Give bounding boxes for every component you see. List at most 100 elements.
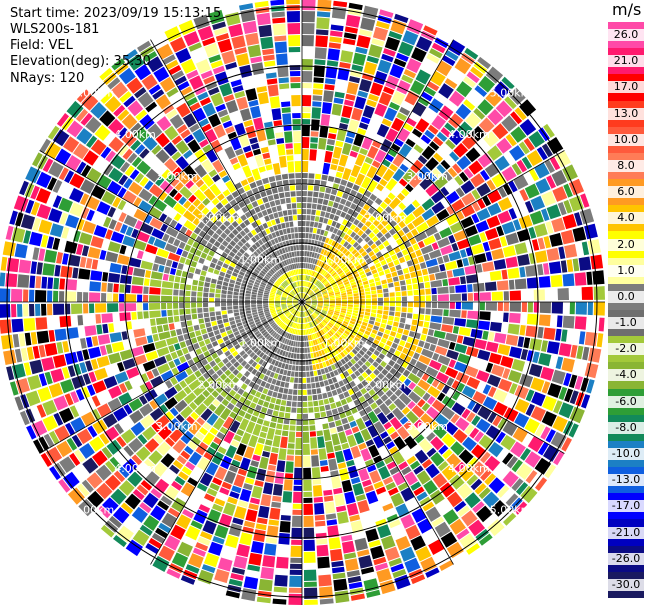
velocity-bin <box>406 149 420 163</box>
velocity-bin <box>524 183 540 199</box>
velocity-bin <box>299 348 302 353</box>
velocity-bin <box>268 254 274 260</box>
velocity-bin <box>313 352 317 358</box>
velocity-bin <box>217 236 224 244</box>
velocity-bin <box>309 322 312 328</box>
velocity-bin <box>295 185 302 191</box>
velocity-bin <box>366 165 378 179</box>
velocity-bin <box>274 429 282 436</box>
velocity-bin <box>248 216 255 224</box>
velocity-bin <box>195 249 202 257</box>
velocity-bin <box>341 479 353 493</box>
velocity-bin <box>331 18 345 26</box>
velocity-bin <box>66 120 84 138</box>
velocity-bin <box>312 258 316 264</box>
velocity-bin <box>209 307 215 312</box>
velocity-bin <box>359 148 368 156</box>
velocity-bin <box>570 344 578 358</box>
velocity-bin <box>294 317 298 322</box>
velocity-bin <box>289 575 302 587</box>
velocity-bin <box>295 288 299 293</box>
velocity-bin <box>367 207 375 215</box>
velocity-bin <box>272 313 278 317</box>
velocity-bin <box>308 290 313 295</box>
velocity-bin <box>314 376 319 382</box>
velocity-bin <box>334 275 340 280</box>
velocity-bin <box>139 463 151 474</box>
velocity-bin <box>287 285 292 291</box>
velocity-bin <box>173 309 179 316</box>
velocity-bin <box>332 228 339 234</box>
velocity-bin <box>258 246 264 253</box>
velocity-bin <box>305 302 311 304</box>
velocity-bin <box>337 281 343 286</box>
velocity-bin <box>302 125 310 137</box>
velocity-bin <box>293 479 302 485</box>
velocity-bin <box>302 293 304 298</box>
velocity-bin <box>153 199 167 212</box>
velocity-bin <box>231 258 238 264</box>
velocity-bin <box>377 297 383 302</box>
velocity-bin <box>250 323 256 328</box>
velocity-bin <box>186 97 198 107</box>
velocity-bin <box>315 310 320 315</box>
velocity-bin <box>156 43 174 60</box>
velocity-bin <box>137 303 143 311</box>
velocity-bin <box>297 257 300 263</box>
velocity-bin <box>341 540 355 554</box>
velocity-bin <box>445 367 459 379</box>
velocity-bin <box>223 322 230 327</box>
velocity-bin <box>363 318 369 323</box>
velocity-bin <box>196 335 203 342</box>
velocity-bin <box>134 64 152 81</box>
velocity-bin <box>170 376 178 386</box>
velocity-bin <box>430 315 443 323</box>
velocity-bin <box>353 431 365 445</box>
velocity-bin <box>165 411 175 421</box>
velocity-bin <box>446 377 455 387</box>
range-label: 3.00km <box>156 170 198 183</box>
velocity-bin <box>444 421 459 436</box>
velocity-bin <box>233 309 239 313</box>
velocity-bin <box>342 322 348 328</box>
velocity-bin <box>389 417 403 430</box>
velocity-bin <box>145 543 159 554</box>
velocity-bin <box>283 281 288 286</box>
velocity-bin <box>324 334 329 340</box>
velocity-bin <box>199 139 209 148</box>
velocity-bin <box>353 226 360 234</box>
velocity-bin <box>228 232 235 240</box>
velocity-bin <box>282 267 287 273</box>
velocity-bin <box>423 253 431 261</box>
velocity-bin <box>448 341 456 350</box>
velocity-bin <box>327 275 333 281</box>
velocity-bin <box>145 327 152 336</box>
velocity-bin <box>292 282 296 288</box>
velocity-bin <box>310 437 318 449</box>
velocity-bin <box>52 129 70 147</box>
velocity-bin <box>305 233 309 239</box>
velocity-bin <box>370 82 384 96</box>
velocity-bin <box>464 424 475 435</box>
velocity-bin <box>25 390 41 407</box>
velocity-bin <box>342 44 355 52</box>
velocity-bin <box>136 231 150 243</box>
velocity-bin <box>272 435 281 448</box>
velocity-bin <box>330 402 337 409</box>
velocity-bin <box>233 474 246 488</box>
velocity-bin <box>215 289 221 294</box>
velocity-bin <box>249 402 257 409</box>
velocity-bin <box>453 142 469 158</box>
velocity-bin <box>543 236 551 249</box>
velocity-bin <box>250 460 259 468</box>
velocity-bin <box>38 219 53 235</box>
velocity-bin <box>434 345 448 356</box>
velocity-bin <box>456 335 464 344</box>
velocity-bin <box>221 306 227 311</box>
velocity-bin <box>63 471 80 489</box>
velocity-bin <box>248 99 259 107</box>
velocity-bin <box>326 324 331 330</box>
velocity-bin <box>385 128 399 142</box>
velocity-bin <box>90 358 99 370</box>
velocity-bin <box>197 244 205 252</box>
